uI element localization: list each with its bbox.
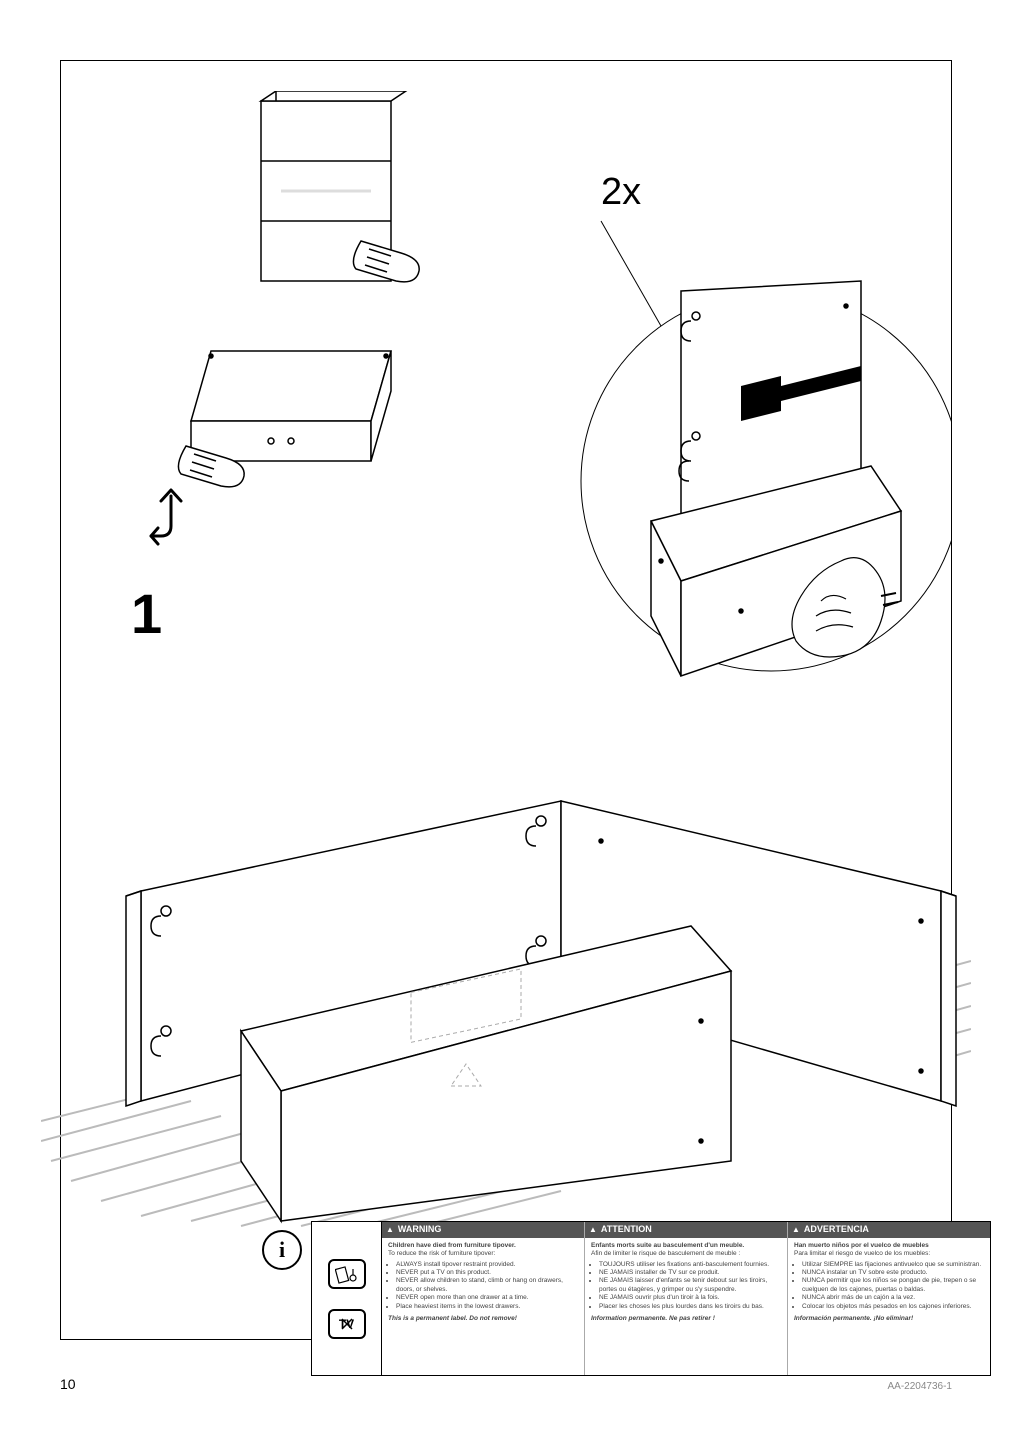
cabinet-illustration [141, 91, 461, 551]
warning-header-es: ADVERTENCIA [788, 1222, 990, 1238]
detail-bubble [541, 161, 951, 721]
warning-intro-fr: Enfants morts suite au basculement d'un … [591, 1242, 744, 1249]
warning-sub-en: To reduce the risk of furniture tipover: [388, 1250, 495, 1257]
assembly-illustration [41, 701, 971, 1231]
warning-col-es: ADVERTENCIA Han muerto niños por el vuel… [788, 1222, 990, 1375]
warning-intro-en: Children have died from furniture tipove… [388, 1242, 516, 1249]
warning-footer-fr: Information permanente. Ne pas retirer ! [591, 1315, 781, 1323]
warning-header-en: WARNING [382, 1222, 584, 1238]
content-frame: 2x [60, 60, 952, 1340]
warning-list-es: Utilizar SIEMPRE las fijaciones antivuel… [794, 1261, 984, 1312]
warning-col-en: WARNING Children have died from furnitur… [382, 1222, 585, 1375]
step-number: 1 [131, 581, 162, 646]
warning-list-en: ALWAYS install tipover restraint provide… [388, 1261, 578, 1312]
warning-intro-es: Han muerto niños por el vuelco de mueble… [794, 1242, 929, 1249]
warning-footer-es: Información permanente. ¡No eliminar! [794, 1315, 984, 1323]
tv-icon: TV [328, 1309, 366, 1339]
page: 2x [0, 0, 1012, 1432]
warning-block: i TV WARNING Children have died from fur… [311, 1221, 991, 1376]
document-reference: AA-2204736-1 [888, 1381, 953, 1392]
warning-list-fr: TOUJOURS utiliser les fixations anti-bas… [591, 1261, 781, 1312]
page-number: 10 [60, 1376, 76, 1392]
warning-sub-fr: Afin de limiter le risque de basculement… [591, 1250, 740, 1257]
warning-icon-column: TV [312, 1222, 382, 1375]
warning-header-fr: ATTENTION [585, 1222, 787, 1238]
warning-sub-es: Para limitar el riesgo de vuelco de los … [794, 1250, 930, 1257]
warning-footer-en: This is a permanent label. Do not remove… [388, 1315, 578, 1323]
warning-col-fr: ATTENTION Enfants morts suite au bascule… [585, 1222, 788, 1375]
tipover-icon [328, 1259, 366, 1289]
info-icon: i [262, 1230, 302, 1270]
